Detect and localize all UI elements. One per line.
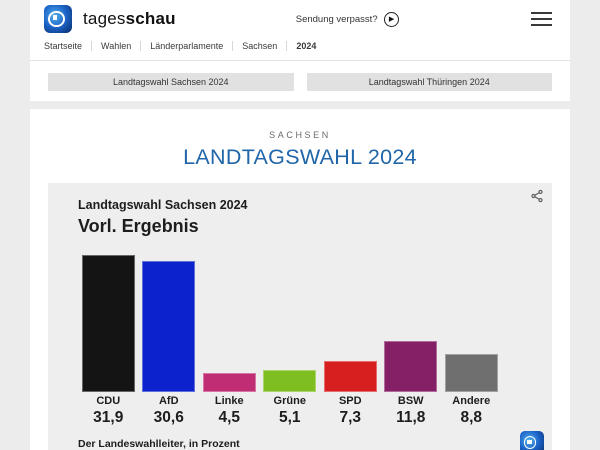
bar-slot <box>260 370 321 392</box>
party-name: AfD <box>158 395 179 407</box>
bar-label-slot: SPD 7,3 <box>320 395 381 427</box>
chart-title: Landtagswahl Sachsen 2024 <box>78 198 248 212</box>
breadcrumb-item-startseite[interactable]: Startseite <box>44 41 83 51</box>
page-column: tagesschau Sendung verpasst? ▶ Startseit… <box>30 0 570 450</box>
bar-spd <box>323 360 377 392</box>
chart-subtitle: Vorl. Ergebnis <box>78 216 199 236</box>
party-value: 31,9 <box>93 409 124 426</box>
tagesschau-globe-icon[interactable] <box>44 5 72 33</box>
brand-bold: schau <box>125 9 176 28</box>
header-section: tagesschau Sendung verpasst? ▶ Startseit… <box>30 0 570 101</box>
share-icon[interactable] <box>530 189 544 203</box>
play-circle-icon[interactable]: ▶ <box>383 11 399 27</box>
breadcrumb: Startseite Wahlen Länderparlamente Sachsen 2… <box>30 35 570 61</box>
bar-slot <box>78 255 139 392</box>
chart-source: Der Landeswahlleiter, in Prozent <box>78 438 240 450</box>
bar-label-slot: Andere 8,8 <box>441 395 502 427</box>
breadcrumb-item-länderparlamente[interactable]: Länderparlamente <box>140 41 232 51</box>
brand-regular: tages <box>83 9 126 28</box>
bar-slot <box>320 360 381 392</box>
bar-linke <box>202 372 256 392</box>
page-title: LANDTAGSWAHL 2024 <box>183 145 417 169</box>
party-value: 7,3 <box>339 409 362 426</box>
bar-cdu <box>81 255 135 392</box>
breadcrumb-item-sachsen[interactable]: Sachsen <box>232 41 286 51</box>
election-nav-buttons: Landtagswahl Sachsen 2024 Landtagswahl Th… <box>30 61 570 101</box>
hamburger-menu-icon[interactable] <box>529 8 554 31</box>
bar-label-slot: Linke 4,5 <box>199 395 260 427</box>
header-bar: tagesschau Sendung verpasst? ▶ <box>30 0 570 35</box>
bar-label-slot: Grüne 5,1 <box>260 395 321 427</box>
bar-labels: CDU 31,9 AfD 30,6 Linke 4,5 Grüne 5,1 SPD 7,3 BSW 1… <box>78 395 502 427</box>
breadcrumb-item-2024[interactable]: 2024 <box>286 41 325 51</box>
party-name: SPD <box>338 395 362 407</box>
brand-wordmark[interactable]: tagesschau <box>83 9 176 29</box>
bar-slot <box>139 260 200 392</box>
party-value: 8,8 <box>460 409 483 426</box>
party-name: BSW <box>397 395 424 407</box>
breadcrumb-item-wahlen[interactable]: Wahlen <box>91 41 140 51</box>
bar-andere <box>444 354 498 392</box>
page-kicker: SACHSEN <box>269 130 331 140</box>
party-name: CDU <box>96 395 121 407</box>
party-value: 4,5 <box>218 409 241 426</box>
bar-bsw <box>384 341 438 392</box>
bar-label-slot: AfD 30,6 <box>139 395 200 427</box>
bar-afd <box>142 260 196 392</box>
sendung-verpasst-label: Sendung verpasst? <box>295 13 378 25</box>
bar-slot <box>441 354 502 392</box>
party-value: 5,1 <box>278 409 301 426</box>
bar-slot <box>199 372 260 392</box>
party-name: Andere <box>452 395 491 407</box>
main-content: SACHSEN LANDTAGSWAHL 2024 Landtagswahl S… <box>30 109 570 450</box>
bar-slot <box>381 341 442 392</box>
bar-label-slot: BSW 11,8 <box>381 395 442 427</box>
party-name: Linke <box>214 395 244 407</box>
sendung-verpasst-link[interactable]: Sendung verpasst? ▶ <box>295 11 399 27</box>
party-name: Grüne <box>273 395 306 407</box>
election-nav-button[interactable]: Landtagswahl Sachsen 2024 <box>48 73 294 91</box>
tagesschau-watermark-icon <box>520 431 544 450</box>
results-chart-card: Landtagswahl Sachsen 2024 Vorl. Ergebnis… <box>48 183 552 450</box>
party-value: 30,6 <box>153 409 184 426</box>
bar-label-slot: CDU 31,9 <box>78 395 139 427</box>
bar-grüne <box>263 370 317 392</box>
party-value: 11,8 <box>396 409 426 426</box>
election-nav-button[interactable]: Landtagswahl Thüringen 2024 <box>306 73 552 91</box>
bar-plot <box>78 253 502 392</box>
